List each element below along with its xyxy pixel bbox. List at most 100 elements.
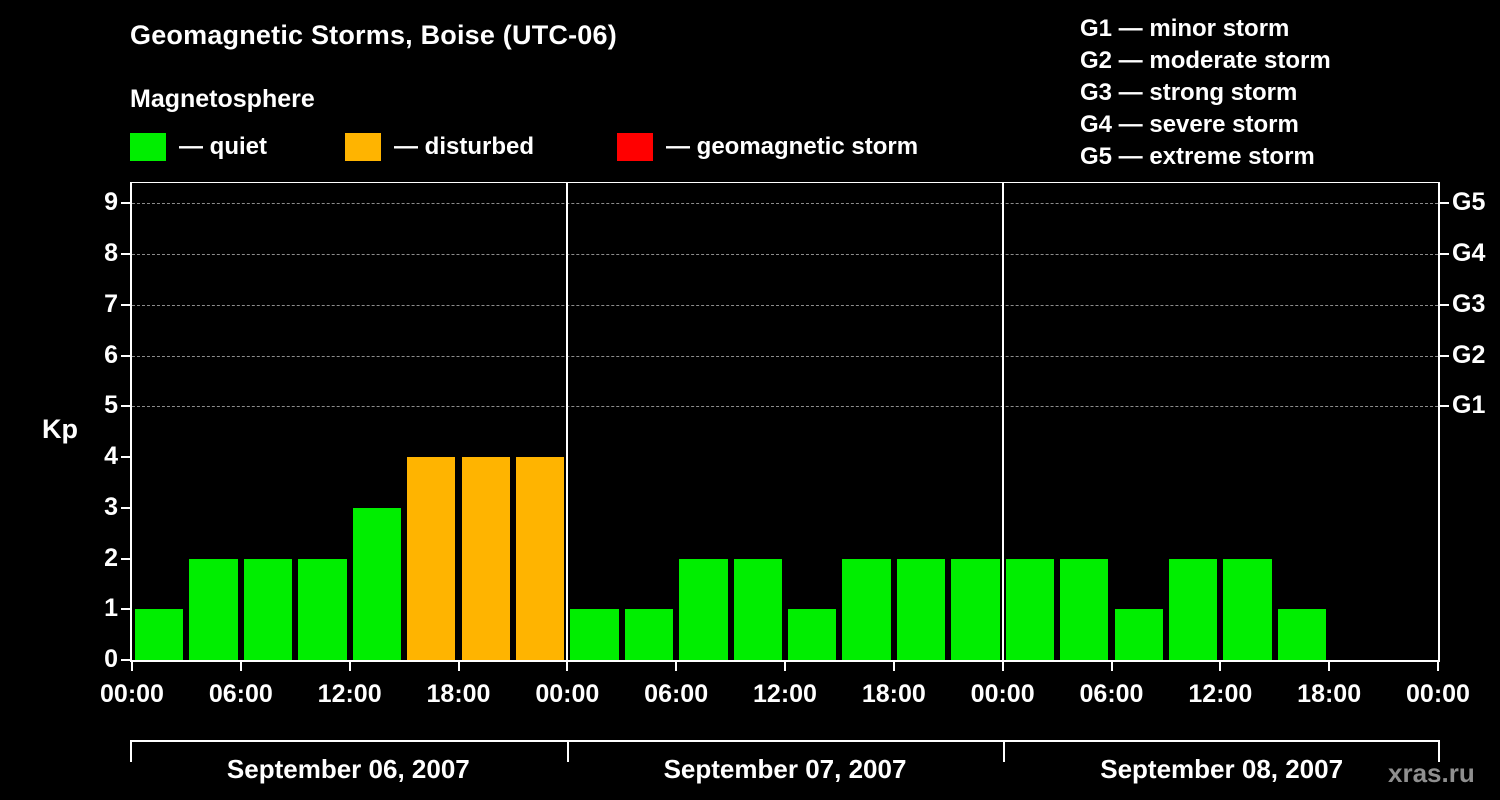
x-tick-label: 06:00 xyxy=(1079,680,1144,708)
g-level-label: G3 xyxy=(1452,289,1486,318)
gridline-kp-8 xyxy=(132,254,1438,256)
kp-bar xyxy=(189,558,238,660)
x-axis-tick xyxy=(566,662,569,671)
y-axis-tick xyxy=(121,557,130,560)
date-axis-line xyxy=(130,740,1440,742)
storm-swatch xyxy=(617,133,653,161)
g-axis-tick xyxy=(1440,253,1449,256)
x-axis-tick xyxy=(457,662,460,671)
kp-bar xyxy=(515,457,565,660)
x-axis-tick xyxy=(131,662,133,671)
kp-bar xyxy=(243,558,293,660)
storm-scale-g5: G5 — extreme storm xyxy=(1080,143,1315,170)
gridline-kp-5 xyxy=(132,406,1438,408)
disturbed-label: — disturbed xyxy=(394,133,535,160)
kp-bar xyxy=(570,609,619,660)
y-tick-label: 0 xyxy=(104,645,118,673)
y-axis-tick xyxy=(121,608,130,611)
g-axis-tick xyxy=(1440,405,1449,408)
y-tick-label: 7 xyxy=(104,289,118,318)
kp-bar xyxy=(298,558,347,660)
day-separator xyxy=(1001,183,1004,660)
gridline-kp-7 xyxy=(132,304,1438,306)
day-separator xyxy=(566,183,569,660)
x-tick-label: 06:00 xyxy=(208,680,273,708)
date-separator-tick xyxy=(1438,740,1440,762)
y-axis-tick xyxy=(121,506,130,509)
x-tick-label: 00:00 xyxy=(970,680,1035,708)
y-tick-label: 6 xyxy=(104,340,118,369)
kp-bar xyxy=(461,457,510,660)
kp-bar xyxy=(788,609,837,660)
kp-legend: — quiet — disturbed — geomagnetic storm xyxy=(130,133,1080,165)
x-tick-label: 12:00 xyxy=(753,680,817,708)
storm-scale-g3: G3 — strong storm xyxy=(1080,79,1298,106)
x-axis-tick xyxy=(1219,662,1222,671)
g-level-label: G4 xyxy=(1452,239,1486,268)
y-tick-label: 3 xyxy=(104,492,118,521)
y-axis-tick xyxy=(121,253,130,256)
y-axis-tick xyxy=(121,456,130,459)
y-tick-label: 5 xyxy=(104,391,118,420)
storm-scale-g4: G4 — severe storm xyxy=(1080,111,1299,138)
x-axis-tick xyxy=(1001,662,1004,671)
y-tick-label: 1 xyxy=(104,594,118,623)
x-tick-label: 06:00 xyxy=(644,680,709,708)
date-label: September 08, 2007 xyxy=(1100,754,1344,784)
y-tick-label: 9 xyxy=(104,188,118,217)
kp-bar xyxy=(733,558,782,660)
kp-bar xyxy=(1114,609,1163,660)
x-tick-label: 12:00 xyxy=(1188,680,1253,708)
g-level-label: G1 xyxy=(1452,391,1486,420)
storm-label: — geomagnetic storm xyxy=(666,133,919,160)
g-axis-tick xyxy=(1440,303,1449,306)
x-axis-tick xyxy=(348,662,351,671)
x-axis-tick xyxy=(1328,662,1331,671)
x-axis-tick xyxy=(675,662,678,671)
storm-scale-g2: G2 — moderate storm xyxy=(1080,47,1331,74)
kp-bar xyxy=(896,558,946,660)
storm-scale-legend: G1 — minor storm G2 — moderate storm G3 … xyxy=(1080,13,1331,173)
x-axis-tick xyxy=(892,662,895,671)
date-separator-tick xyxy=(130,740,132,762)
gridline-kp-9 xyxy=(132,203,1438,205)
g-axis-tick xyxy=(1440,354,1449,357)
legend-item-disturbed: — disturbed xyxy=(345,133,534,161)
chart-subtitle: Magnetosphere xyxy=(130,85,315,113)
quiet-swatch xyxy=(130,133,166,161)
kp-bar xyxy=(1005,558,1055,660)
legend-item-quiet: — quiet xyxy=(130,133,267,161)
x-axis-tick xyxy=(1437,662,1439,671)
date-label: September 06, 2007 xyxy=(226,754,470,784)
x-tick-label: 00:00 xyxy=(535,680,600,708)
x-tick-label: 18:00 xyxy=(426,680,491,708)
x-axis-tick xyxy=(784,662,786,671)
date-label: September 07, 2007 xyxy=(663,754,907,784)
kp-bar xyxy=(407,457,456,660)
kp-bar xyxy=(352,507,402,660)
x-axis-tick xyxy=(239,662,242,671)
date-separator-tick xyxy=(1003,740,1006,762)
y-tick-label: 2 xyxy=(104,543,118,572)
kp-bar xyxy=(679,558,728,660)
y-axis-tick xyxy=(121,202,130,205)
x-tick-label: 00:00 xyxy=(1406,680,1470,708)
storm-scale-g1: G1 — minor storm xyxy=(1080,15,1290,42)
g-axis-tick xyxy=(1440,202,1449,205)
chart-title: Geomagnetic Storms, Boise (UTC-06) xyxy=(130,20,617,50)
kp-bar xyxy=(951,558,1000,660)
kp-bar xyxy=(624,609,674,660)
y-axis-tick xyxy=(121,354,130,357)
kp-bar xyxy=(1223,558,1272,660)
kp-bar xyxy=(1060,558,1109,660)
quiet-label: — quiet xyxy=(179,133,267,160)
y-tick-label: 8 xyxy=(104,239,118,268)
kp-bar xyxy=(135,609,184,660)
y-tick-label: 4 xyxy=(104,442,118,471)
y-axis-title: Kp xyxy=(42,414,78,444)
y-axis-tick xyxy=(121,303,130,306)
disturbed-swatch xyxy=(345,133,381,161)
plot-area xyxy=(130,182,1440,662)
watermark: xras.ru xyxy=(1388,758,1475,788)
